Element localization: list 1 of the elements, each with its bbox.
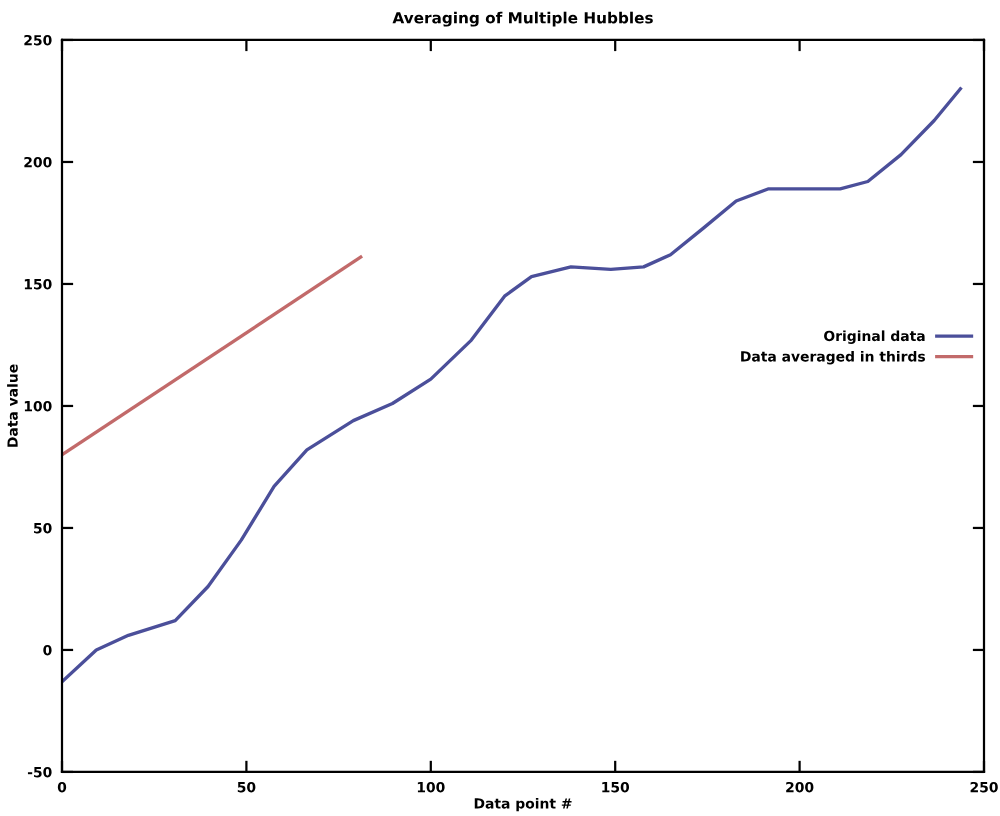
line-series <box>62 87 963 684</box>
